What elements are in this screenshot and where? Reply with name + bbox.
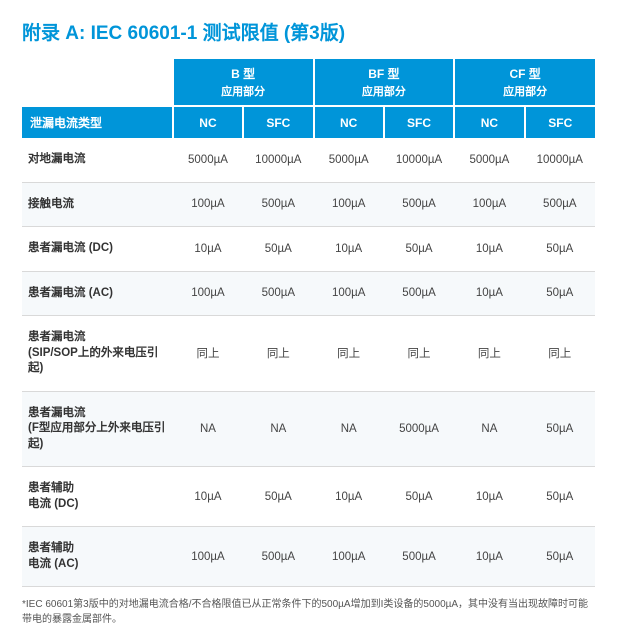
sub-header: SFC (243, 106, 313, 138)
cell: 同上 (525, 316, 595, 392)
sub-header: SFC (525, 106, 595, 138)
cell: 同上 (173, 316, 243, 392)
cell: 500µA (525, 182, 595, 227)
sub-header: NC (173, 106, 243, 138)
cell: 同上 (454, 316, 524, 392)
row-label: 患者漏电流 (AC) (22, 271, 173, 316)
cell: 10000µA (525, 138, 595, 182)
cell: 50µA (384, 467, 454, 527)
cell: 500µA (384, 527, 454, 587)
cell: NA (454, 391, 524, 467)
row-label: 对地漏电流 (22, 138, 173, 182)
group-header: CF 型 应用部分 (454, 59, 595, 106)
footnote: *IEC 60601第3版中的对地漏电流合格/不合格限值已从正常条件下的500µ… (22, 597, 595, 627)
table-body: 对地漏电流5000µA10000µA5000µA10000µA5000µA100… (22, 138, 595, 587)
cell: 500µA (384, 182, 454, 227)
cell: 50µA (525, 271, 595, 316)
cell: 50µA (243, 227, 313, 272)
cell: 同上 (314, 316, 384, 392)
cell: 100µA (173, 182, 243, 227)
cell: NA (173, 391, 243, 467)
group-header: BF 型 应用部分 (314, 59, 455, 106)
cell: 100µA (454, 182, 524, 227)
group-header-row: B 型 应用部分 BF 型 应用部分 CF 型 应用部分 (22, 59, 595, 106)
cell: 5000µA (384, 391, 454, 467)
cell: 10µA (454, 271, 524, 316)
sub-header: SFC (384, 106, 454, 138)
sub-header-row: 泄漏电流类型 NC SFC NC SFC NC SFC (22, 106, 595, 138)
cell: NA (314, 391, 384, 467)
row-label: 患者辅助电流 (DC) (22, 467, 173, 527)
table-row: 对地漏电流5000µA10000µA5000µA10000µA5000µA100… (22, 138, 595, 182)
cell: 50µA (525, 391, 595, 467)
cell: 50µA (525, 227, 595, 272)
cell: 50µA (525, 527, 595, 587)
limits-table: B 型 应用部分 BF 型 应用部分 CF 型 应用部分 泄漏电流类型 NC S… (22, 59, 595, 587)
table-row: 患者漏电流(SIP/SOP上的外来电压引起)同上同上同上同上同上同上 (22, 316, 595, 392)
cell: 500µA (243, 271, 313, 316)
cell: 100µA (314, 182, 384, 227)
row-label: 接触电流 (22, 182, 173, 227)
row-header-label: 泄漏电流类型 (22, 106, 173, 138)
cell: 100µA (314, 527, 384, 587)
sub-header: NC (454, 106, 524, 138)
cell: 100µA (173, 527, 243, 587)
cell: 500µA (243, 182, 313, 227)
table-row: 接触电流100µA500µA100µA500µA100µA500µA (22, 182, 595, 227)
table-row: 患者漏电流 (AC)100µA500µA100µA500µA10µA50µA (22, 271, 595, 316)
cell: 同上 (384, 316, 454, 392)
cell: 10000µA (384, 138, 454, 182)
cell: 50µA (243, 467, 313, 527)
cell: 10µA (173, 467, 243, 527)
cell: 10µA (314, 227, 384, 272)
cell: 5000µA (173, 138, 243, 182)
sub-header: NC (314, 106, 384, 138)
page-title: 附录 A: IEC 60601-1 测试限值 (第3版) (22, 18, 595, 45)
row-label: 患者漏电流(SIP/SOP上的外来电压引起) (22, 316, 173, 392)
cell: 10µA (454, 467, 524, 527)
row-label: 患者辅助电流 (AC) (22, 527, 173, 587)
row-label: 患者漏电流(F型应用部分上外来电压引起) (22, 391, 173, 467)
cell: 10µA (454, 227, 524, 272)
cell: 50µA (525, 467, 595, 527)
row-label: 患者漏电流 (DC) (22, 227, 173, 272)
header-blank (22, 59, 173, 106)
group-header: B 型 应用部分 (173, 59, 314, 106)
cell: 10µA (454, 527, 524, 587)
cell: 500µA (243, 527, 313, 587)
cell: 10µA (173, 227, 243, 272)
cell: 50µA (384, 227, 454, 272)
cell: 5000µA (314, 138, 384, 182)
table-row: 患者辅助电流 (AC)100µA500µA100µA500µA10µA50µA (22, 527, 595, 587)
cell: 同上 (243, 316, 313, 392)
table-row: 患者辅助电流 (DC)10µA50µA10µA50µA10µA50µA (22, 467, 595, 527)
cell: 10000µA (243, 138, 313, 182)
table-row: 患者漏电流 (DC)10µA50µA10µA50µA10µA50µA (22, 227, 595, 272)
cell: 100µA (314, 271, 384, 316)
table-row: 患者漏电流(F型应用部分上外来电压引起)NANANA5000µANA50µA (22, 391, 595, 467)
cell: NA (243, 391, 313, 467)
cell: 10µA (314, 467, 384, 527)
cell: 100µA (173, 271, 243, 316)
cell: 5000µA (454, 138, 524, 182)
cell: 500µA (384, 271, 454, 316)
